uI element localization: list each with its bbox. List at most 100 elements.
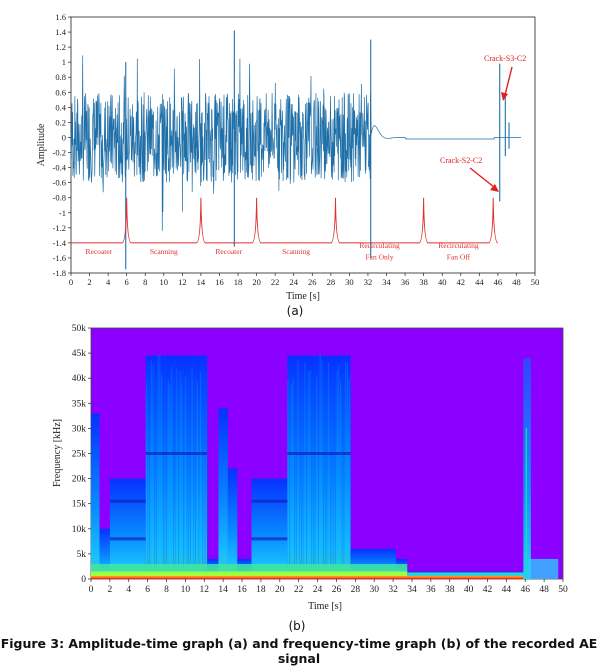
- crack-event-tail: [528, 558, 559, 579]
- x-tick-label: 10: [181, 585, 191, 595]
- x-tick-label: 20: [252, 277, 261, 287]
- spectrogram-streak: [145, 382, 147, 579]
- spectrogram-streak: [189, 362, 191, 579]
- x-axis-label-a: Time [s]: [286, 291, 320, 302]
- spectrogram-streak: [311, 370, 313, 579]
- spectrogram-band: [145, 355, 208, 579]
- spectrogram-streak: [340, 381, 342, 579]
- spectrogram-streak: [333, 365, 335, 579]
- spectrogram-band: [99, 528, 110, 579]
- y-tick-label: 5k: [77, 550, 87, 560]
- x-tick-label: 4: [106, 277, 111, 287]
- spectrogram-streak: [350, 380, 352, 579]
- x-tick-label: 32: [388, 585, 398, 595]
- x-tick-label: 34: [407, 585, 417, 595]
- x-tick-label: 8: [143, 277, 147, 287]
- panel-label-a: (a): [286, 304, 304, 318]
- spectrogram-streak: [324, 374, 326, 579]
- spectrogram-streak: [290, 383, 292, 579]
- spectrogram-streak: [329, 376, 331, 579]
- phase-trace-line: [71, 197, 499, 244]
- y-tick-label: -1.4: [53, 238, 67, 248]
- spectrogram-streak: [294, 369, 296, 579]
- spectrogram-streak: [336, 370, 338, 579]
- spectrogram-feature: [251, 537, 288, 541]
- x-tick-label: 4: [126, 585, 131, 595]
- x-tick-label: 26: [308, 277, 317, 287]
- y-tick-label: 40k: [72, 374, 87, 384]
- annotation-arrowhead: [501, 92, 508, 101]
- spectrogram-streak: [314, 360, 316, 579]
- spectrogram-streak: [323, 366, 325, 579]
- spectrogram-streak: [184, 376, 186, 579]
- spectrogram-band: [109, 478, 146, 579]
- y-axis-label-a: Amplitude: [36, 123, 47, 166]
- x-tick-label: 16: [237, 585, 247, 595]
- annotation-label: Crack-S3-C2: [484, 54, 526, 63]
- axis-ticks-b: 0 2 4 6 8 10 12 14 16 18 20 22 24 26 28 30 32 34 36 38 40 42 4…: [72, 324, 568, 595]
- spectrogram-streak: [348, 378, 350, 579]
- x-tick-label: 36: [426, 585, 436, 595]
- x-tick-label: 32: [364, 277, 373, 287]
- x-tick-label: 2: [108, 585, 113, 595]
- spectrogram-streak: [172, 360, 174, 579]
- phase-label: Scanning: [150, 247, 178, 256]
- spectrogram-streak: [198, 387, 200, 579]
- spectrogram-streak: [331, 385, 333, 579]
- spectrogram-feature: [287, 452, 351, 455]
- crack-annotations: Crack-S3-C2 Crack-S2-C2: [440, 54, 526, 192]
- spectrogram-streak: [154, 359, 156, 579]
- spectrogram-streak: [328, 362, 330, 579]
- figure-caption: Figure 3: Amplitude-time graph (a) and f…: [0, 636, 598, 666]
- x-tick-label: 40: [464, 585, 474, 595]
- spectrogram-band: [218, 408, 228, 579]
- y-tick-label: 1: [62, 57, 66, 67]
- spectrogram-streak: [201, 362, 203, 579]
- crack-event-line: [525, 428, 527, 579]
- spectrogram-streak: [169, 383, 171, 579]
- spectrogram-streak: [200, 371, 202, 579]
- x-tick-label: 20: [275, 585, 285, 595]
- amplitude-signal: [71, 30, 522, 270]
- phase-label: Scanning: [282, 247, 310, 256]
- spectrogram-streak: [166, 387, 168, 579]
- spectrogram-streak: [287, 380, 289, 579]
- signal-line: [71, 55, 522, 231]
- spectrogram-floor: [91, 577, 530, 579]
- spectrogram-streak: [176, 368, 178, 579]
- y-tick-label: 0.8: [55, 72, 66, 82]
- spectrogram-streak: [292, 377, 294, 579]
- x-tick-label: 8: [164, 585, 169, 595]
- x-tick-label: 48: [539, 585, 549, 595]
- x-tick-label: 14: [218, 585, 228, 595]
- spectrogram-streak: [164, 355, 166, 579]
- spectrogram-streak: [162, 387, 164, 579]
- y-tick-label: -0.4: [53, 163, 67, 173]
- y-tick-label: 0: [62, 132, 66, 142]
- crack-event-band: [523, 358, 531, 579]
- phase-label: Recoater: [86, 247, 113, 256]
- spectrogram-streak: [191, 366, 193, 579]
- spectrogram-streak: [341, 354, 343, 579]
- y-tick-label: -1.6: [53, 253, 66, 263]
- annotation-label: Crack-S2-C2: [440, 156, 482, 165]
- spectrogram-streak: [302, 384, 304, 579]
- x-tick-label: 22: [294, 585, 304, 595]
- x-tick-label: 38: [419, 277, 428, 287]
- x-tick-label: 30: [369, 585, 379, 595]
- x-tick-label: 50: [531, 277, 540, 287]
- spectrogram-streak: [171, 366, 173, 579]
- phase-label: Recirculating: [359, 241, 400, 250]
- frequency-time-chart: 0 2 4 6 8 10 12 14 16 18 20 22 24 26 28 30 32 34 36 38 40 42 4…: [52, 324, 568, 612]
- spectrogram-streak: [188, 368, 190, 579]
- spectrogram-streak: [326, 378, 328, 579]
- x-tick-label: 12: [178, 277, 187, 287]
- x-tick-label: 18: [256, 585, 266, 595]
- spectrogram-streak: [178, 382, 180, 579]
- y-tick-label: 0.4: [55, 102, 66, 112]
- phase-label: Fan Off: [447, 252, 471, 261]
- x-tick-label: 16: [215, 277, 224, 287]
- y-tick-label: 0.2: [55, 117, 66, 127]
- spectrogram-streak: [193, 379, 195, 579]
- phase-label: Recirculating: [438, 241, 479, 250]
